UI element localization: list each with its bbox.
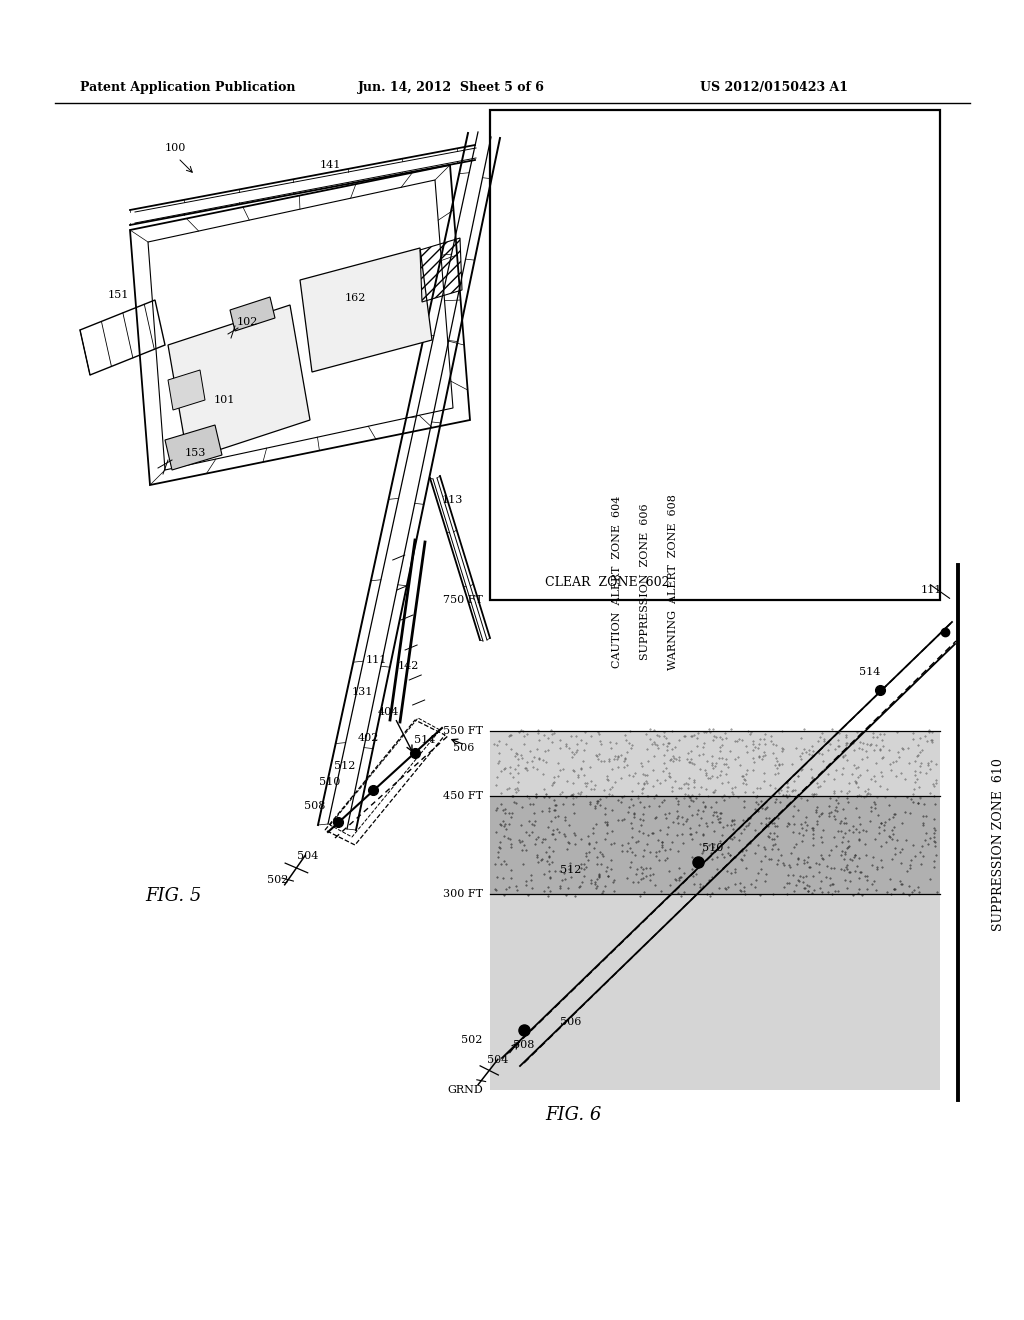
Text: 504: 504: [486, 1055, 508, 1065]
Text: 502: 502: [461, 1035, 482, 1045]
Text: 506: 506: [454, 743, 475, 752]
Text: 102: 102: [237, 317, 258, 327]
Text: 402: 402: [357, 733, 379, 743]
Text: 101: 101: [213, 395, 234, 405]
Text: 142: 142: [397, 661, 419, 671]
Text: GRND: GRND: [447, 1085, 483, 1096]
Text: 151: 151: [108, 290, 129, 300]
Text: 162: 162: [344, 293, 366, 304]
Polygon shape: [300, 248, 432, 372]
Text: 514: 514: [859, 667, 880, 677]
Polygon shape: [168, 305, 310, 459]
Text: 506: 506: [560, 1016, 582, 1027]
Polygon shape: [168, 370, 205, 411]
Text: FIG. 6: FIG. 6: [545, 1106, 601, 1125]
Text: WARNING  ALERT  ZONE  608: WARNING ALERT ZONE 608: [668, 494, 678, 671]
Text: CAUTION  ALERT  ZONE  604: CAUTION ALERT ZONE 604: [612, 496, 622, 668]
Text: 404: 404: [377, 708, 398, 717]
Text: 510: 510: [319, 777, 341, 787]
Text: 100: 100: [165, 143, 186, 153]
Text: 510: 510: [702, 843, 723, 853]
Text: 153: 153: [184, 447, 206, 458]
Text: 512: 512: [560, 865, 582, 875]
Text: 111: 111: [921, 585, 942, 595]
Text: 450 FT: 450 FT: [443, 791, 483, 801]
Text: FIG. 5: FIG. 5: [145, 887, 202, 906]
Text: 502: 502: [267, 875, 289, 884]
Text: 113: 113: [441, 495, 463, 506]
Text: SUPPRESSION ZONE  610: SUPPRESSION ZONE 610: [991, 759, 1005, 932]
Text: 514: 514: [415, 735, 435, 744]
Text: 131: 131: [351, 686, 373, 697]
Text: US 2012/0150423 A1: US 2012/0150423 A1: [700, 82, 848, 95]
Text: Patent Application Publication: Patent Application Publication: [80, 82, 296, 95]
Text: SUPPRESSION  ZONE  606: SUPPRESSION ZONE 606: [640, 504, 650, 660]
Text: 512: 512: [334, 762, 355, 771]
Text: 508: 508: [304, 801, 326, 810]
Polygon shape: [230, 297, 275, 331]
Polygon shape: [165, 425, 222, 470]
Text: 550 FT: 550 FT: [443, 726, 483, 735]
Text: Jun. 14, 2012  Sheet 5 of 6: Jun. 14, 2012 Sheet 5 of 6: [358, 82, 545, 95]
Text: CLEAR  ZONE  602: CLEAR ZONE 602: [545, 576, 670, 589]
Text: 111: 111: [366, 655, 387, 665]
Bar: [490, 731, 940, 796]
Bar: [490, 894, 940, 1090]
Text: 508: 508: [513, 1040, 534, 1049]
Text: 141: 141: [319, 160, 341, 170]
Text: 504: 504: [297, 851, 318, 861]
Text: 750 FT: 750 FT: [443, 595, 483, 605]
Bar: [490, 110, 940, 601]
Text: 300 FT: 300 FT: [443, 888, 483, 899]
Bar: [490, 796, 940, 894]
